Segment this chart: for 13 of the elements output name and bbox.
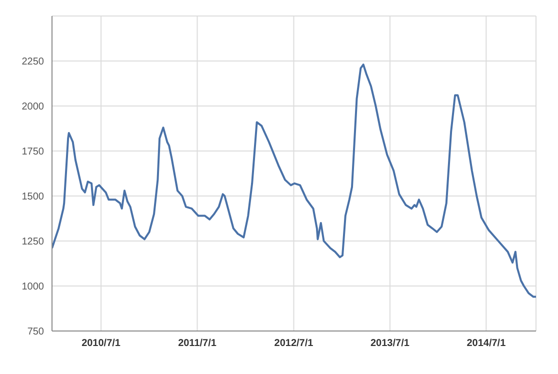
y-tick-label: 1250: [22, 236, 44, 248]
x-tick-label: 2014/7/1: [466, 338, 506, 350]
x-tick-label: 2010/7/1: [82, 338, 121, 350]
y-tick-label: 1500: [22, 192, 44, 203]
y-tick-label: 1750: [22, 146, 44, 158]
y-tick-label: 750: [27, 326, 44, 338]
y-tick-label: 1000: [22, 282, 44, 293]
x-tick-label: 2011/7/1: [178, 338, 217, 350]
x-tick-label: 2012/7/1: [274, 338, 314, 350]
x-tick-label: 2013/7/1: [370, 338, 410, 350]
line-series: [52, 64, 536, 298]
y-tick-label: 2000: [22, 102, 44, 113]
y-tick-label: 2250: [22, 56, 44, 68]
